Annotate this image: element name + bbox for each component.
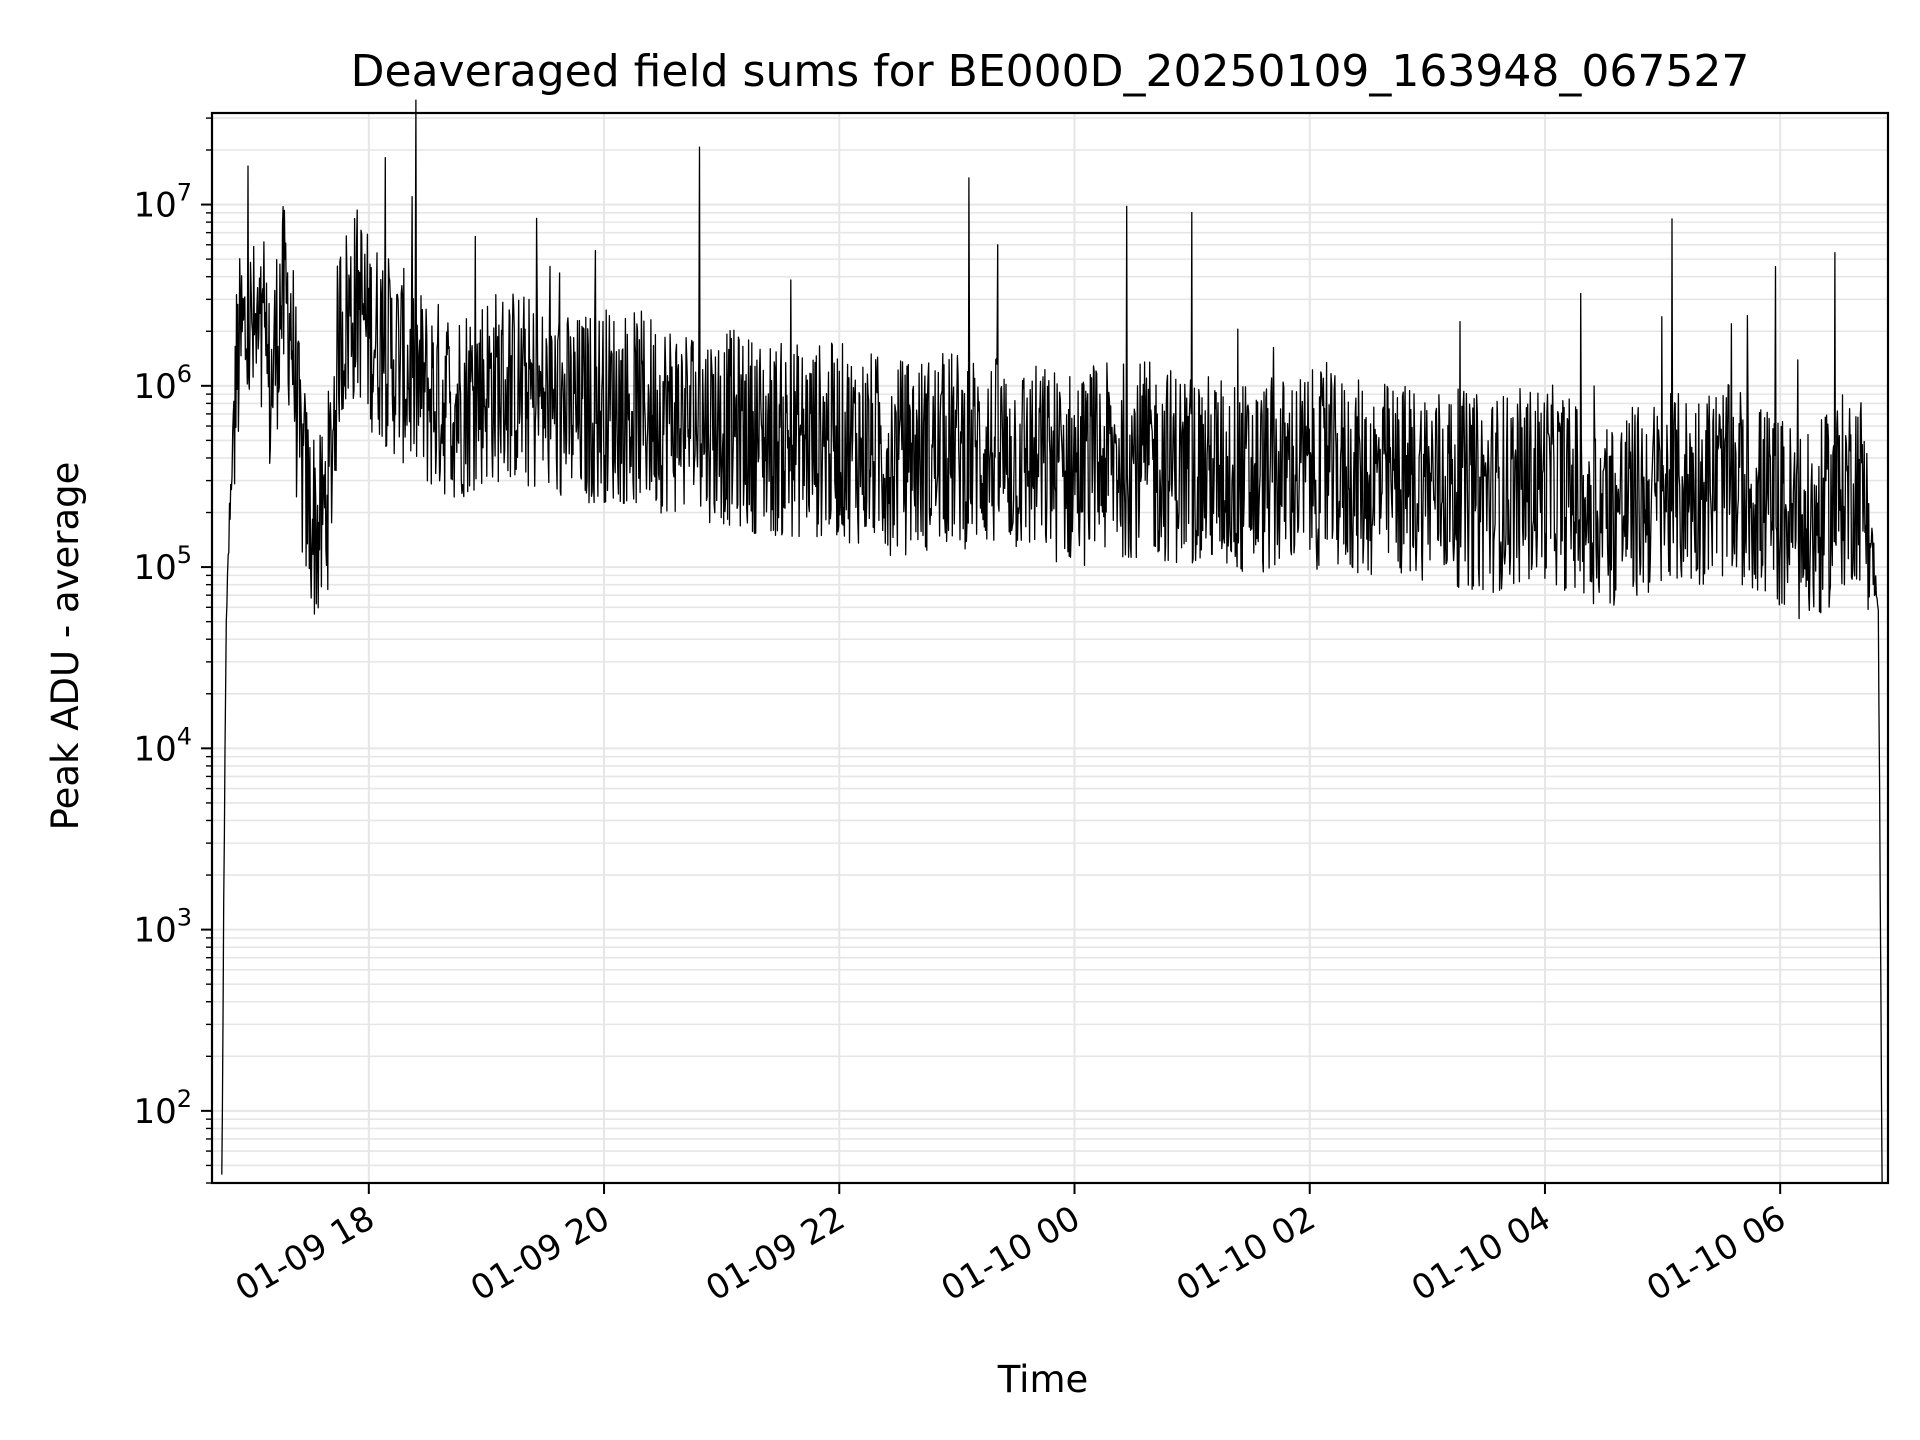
x-axis-label: Time: [997, 1358, 1089, 1401]
series-line: [221, 99, 1883, 1184]
x-tick-label: 01-10 06: [1640, 1198, 1792, 1309]
x-tick-label: 01-10 00: [935, 1198, 1087, 1309]
y-tick-label: 105: [133, 541, 192, 588]
x-tick-label: 01-10 02: [1170, 1198, 1322, 1309]
y-tick-label: 107: [133, 179, 192, 226]
x-tick-label: 01-09 20: [464, 1198, 616, 1309]
chart-title: Deaveraged field sums for BE000D_2025010…: [351, 46, 1750, 97]
y-tick-label: 102: [133, 1085, 192, 1132]
x-tick-label: 01-10 04: [1405, 1198, 1557, 1309]
plot-frame: [210, 111, 1890, 1185]
y-tick-label: 104: [133, 722, 192, 769]
x-tick-label: 01-09 18: [229, 1198, 381, 1309]
y-tick-label: 103: [133, 904, 192, 951]
tick-marks: [201, 117, 1782, 1194]
data-line-layer: [221, 99, 1883, 1184]
y-tick-label: 106: [133, 360, 192, 407]
x-tick-label: 01-09 22: [699, 1198, 851, 1309]
y-axis-label: Peak ADU - average: [44, 462, 87, 831]
grid-lines: [212, 113, 1888, 1184]
